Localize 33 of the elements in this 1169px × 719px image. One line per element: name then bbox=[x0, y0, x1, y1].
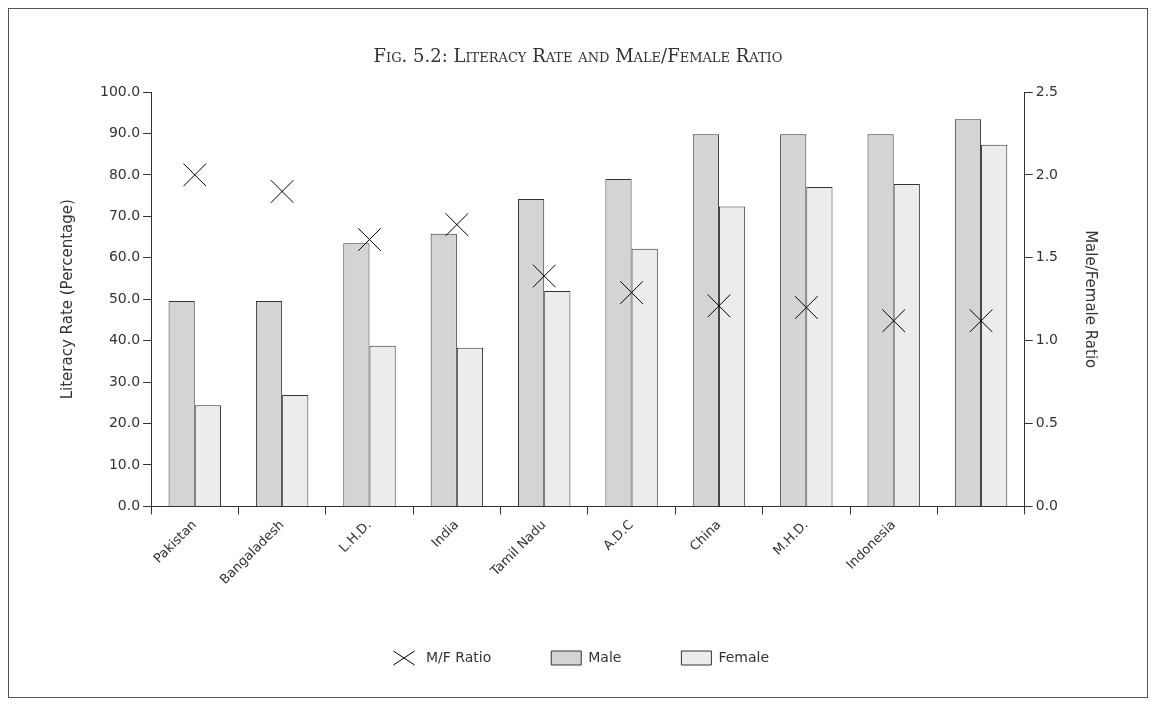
point bbox=[445, 212, 469, 237]
y-tick-label: 60.0 bbox=[108, 248, 141, 265]
legend-label: Male bbox=[588, 648, 622, 665]
y-tick-label: 40.0 bbox=[108, 331, 141, 348]
legend-label: M/F Ratio bbox=[425, 648, 492, 665]
y-tick-label: 70.0 bbox=[108, 206, 141, 223]
y2-tick-label: 2.5 bbox=[1035, 82, 1058, 99]
y-tick-label: 30.0 bbox=[108, 372, 141, 389]
point bbox=[532, 264, 557, 288]
y-tick-label: 50.0 bbox=[108, 289, 141, 306]
y2-tick-label: 0.0 bbox=[1035, 497, 1058, 514]
y2-tick-label: 1.0 bbox=[1035, 331, 1058, 348]
point bbox=[794, 295, 819, 320]
y-tick-label: 90.0 bbox=[108, 124, 141, 141]
point bbox=[182, 163, 207, 187]
point bbox=[707, 294, 731, 318]
y2-tick-label: 0.5 bbox=[1035, 414, 1058, 431]
point bbox=[619, 280, 644, 305]
point bbox=[270, 179, 294, 204]
y2-tick-label: 2.0 bbox=[1035, 165, 1058, 182]
y-tick-label: 0.0 bbox=[117, 497, 141, 514]
chart-title: Fig. 5.2: Literacy Rate and Male/Female Ratio bbox=[372, 44, 784, 68]
y-tick-label: 100.0 bbox=[99, 82, 141, 99]
y2-axis-title: Male/Female Ratio bbox=[1082, 230, 1101, 369]
y2-tick-label: 1.5 bbox=[1035, 248, 1058, 265]
y-tick-label: 10.0 bbox=[108, 455, 141, 472]
point bbox=[969, 308, 993, 333]
point bbox=[357, 227, 382, 252]
y-tick-label: 80.0 bbox=[108, 165, 141, 182]
y-axis-title: Literacy Rate (Percentage) bbox=[57, 199, 76, 400]
y-tick-label: 20.0 bbox=[108, 414, 141, 431]
legend-label: Female bbox=[718, 648, 770, 665]
point bbox=[881, 308, 906, 333]
